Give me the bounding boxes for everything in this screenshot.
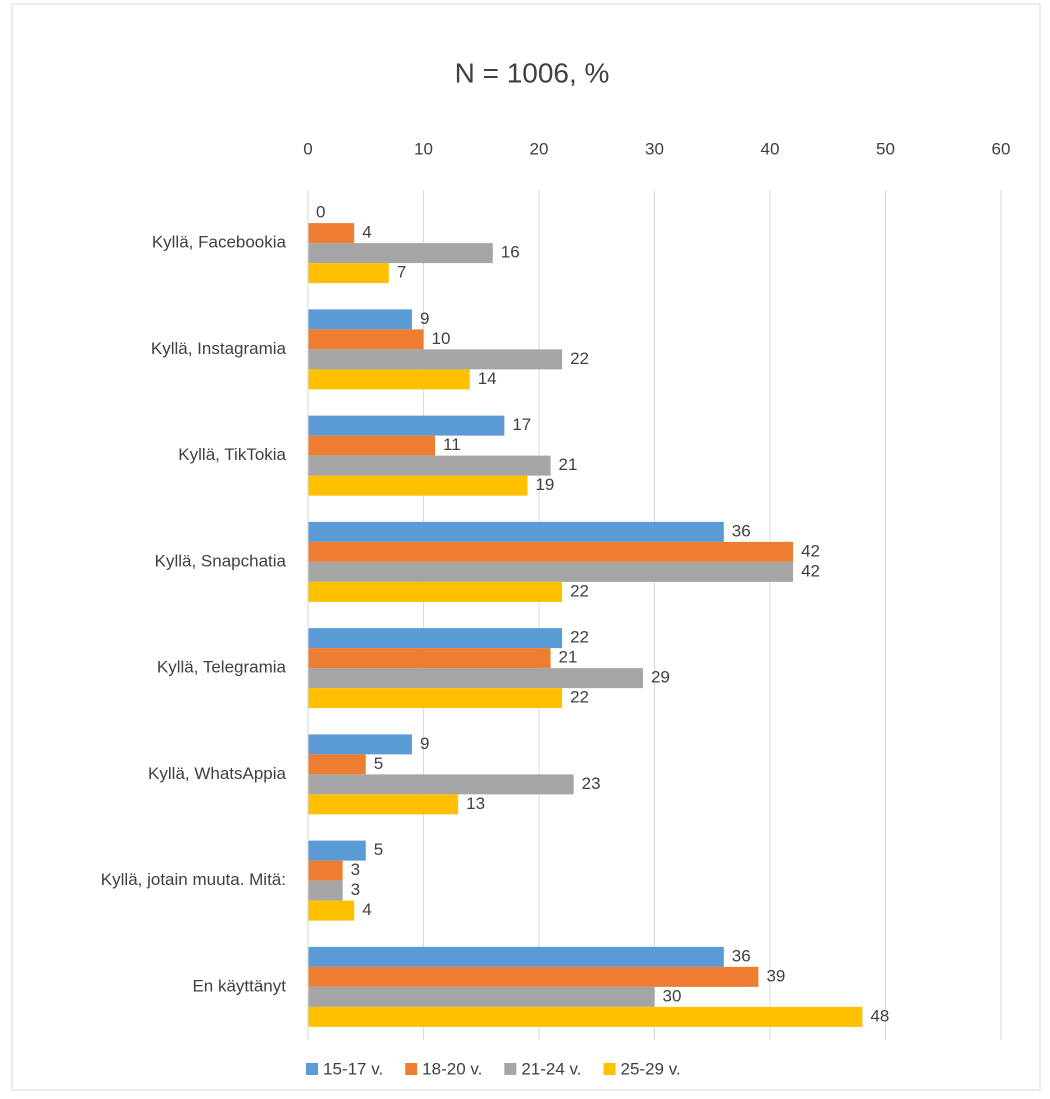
y-tick-label: Kyllä, jotain muuta. Mitä: <box>101 870 286 889</box>
bar <box>308 369 470 390</box>
data-label: 22 <box>570 581 589 600</box>
y-tick-label: Kyllä, Snapchatia <box>155 551 287 570</box>
data-label: 21 <box>559 648 578 667</box>
data-label: 4 <box>362 900 371 919</box>
bar <box>308 946 724 967</box>
legend-label: 15-17 v. <box>323 1059 383 1078</box>
legend-swatch <box>405 1063 418 1075</box>
bar <box>308 860 343 881</box>
bar <box>308 774 574 795</box>
bar <box>308 900 355 921</box>
bar <box>308 435 436 456</box>
bar <box>308 415 505 436</box>
data-label: 48 <box>870 1006 889 1025</box>
bar <box>308 475 528 496</box>
x-tick-label: 0 <box>303 139 312 158</box>
data-label: 5 <box>374 754 383 773</box>
legend-label: 25-29 v. <box>621 1059 681 1078</box>
bar <box>308 880 343 901</box>
data-label: 5 <box>374 840 383 859</box>
x-tick-label: 40 <box>761 139 780 158</box>
data-label: 3 <box>351 860 360 879</box>
bar <box>308 581 563 602</box>
x-tick-label: 30 <box>645 139 664 158</box>
x-tick-label: 20 <box>530 139 549 158</box>
data-label: 30 <box>663 986 682 1005</box>
bar <box>308 648 551 669</box>
bar <box>308 309 412 330</box>
bar <box>308 966 759 987</box>
bar <box>308 754 366 775</box>
data-label: 16 <box>501 243 520 262</box>
y-tick-label: Kyllä, Telegramia <box>157 658 287 677</box>
data-label: 19 <box>535 475 554 494</box>
bar <box>308 541 794 562</box>
bar <box>308 628 563 649</box>
data-label: 22 <box>570 349 589 368</box>
legend-swatch <box>504 1063 517 1075</box>
y-tick-label: Kyllä, Facebookia <box>152 233 287 252</box>
x-tick-label: 50 <box>876 139 895 158</box>
x-tick-label: 10 <box>414 139 433 158</box>
bar <box>308 561 794 582</box>
data-label: 7 <box>397 263 406 282</box>
bar <box>308 1006 863 1027</box>
data-label: 42 <box>801 561 820 580</box>
data-label: 36 <box>732 946 751 965</box>
data-label: 9 <box>420 309 429 328</box>
chart-title: N = 1006, % <box>455 57 610 88</box>
bar <box>308 329 424 350</box>
y-tick-label: Kyllä, Instagramia <box>151 339 287 358</box>
data-label: 0 <box>316 203 325 222</box>
bar <box>308 668 643 689</box>
data-label: 23 <box>582 774 601 793</box>
legend-label: 18-20 v. <box>422 1059 482 1078</box>
data-label: 22 <box>570 688 589 707</box>
legend-swatch <box>306 1063 318 1075</box>
data-label: 13 <box>466 794 485 813</box>
bar <box>308 840 366 861</box>
bar <box>308 734 412 755</box>
bar <box>308 243 493 264</box>
data-label: 3 <box>351 880 360 899</box>
y-tick-label: Kyllä, WhatsAppia <box>148 764 286 783</box>
x-tick-label: 60 <box>992 139 1011 158</box>
legend-swatch <box>603 1063 616 1075</box>
legend-label: 21-24 v. <box>521 1059 581 1078</box>
data-label: 4 <box>362 223 371 242</box>
data-label: 9 <box>420 734 429 753</box>
y-tick-label: En käyttänyt <box>192 976 286 995</box>
bar <box>308 263 389 284</box>
bar <box>308 349 563 370</box>
y-tick-label: Kyllä, TikTokia <box>178 445 286 464</box>
data-label: 36 <box>732 521 751 540</box>
data-label: 39 <box>766 966 785 985</box>
data-label: 21 <box>559 455 578 474</box>
data-label: 17 <box>512 415 531 434</box>
data-label: 22 <box>570 628 589 647</box>
bar <box>308 688 563 709</box>
bar <box>308 455 551 476</box>
data-label: 42 <box>801 541 820 560</box>
data-label: 14 <box>478 369 497 388</box>
bar <box>308 986 655 1007</box>
data-label: 29 <box>651 668 670 687</box>
data-label: 10 <box>432 329 451 348</box>
bar <box>308 223 355 244</box>
data-label: 11 <box>443 435 461 454</box>
bar <box>308 794 459 815</box>
bar <box>308 521 724 542</box>
